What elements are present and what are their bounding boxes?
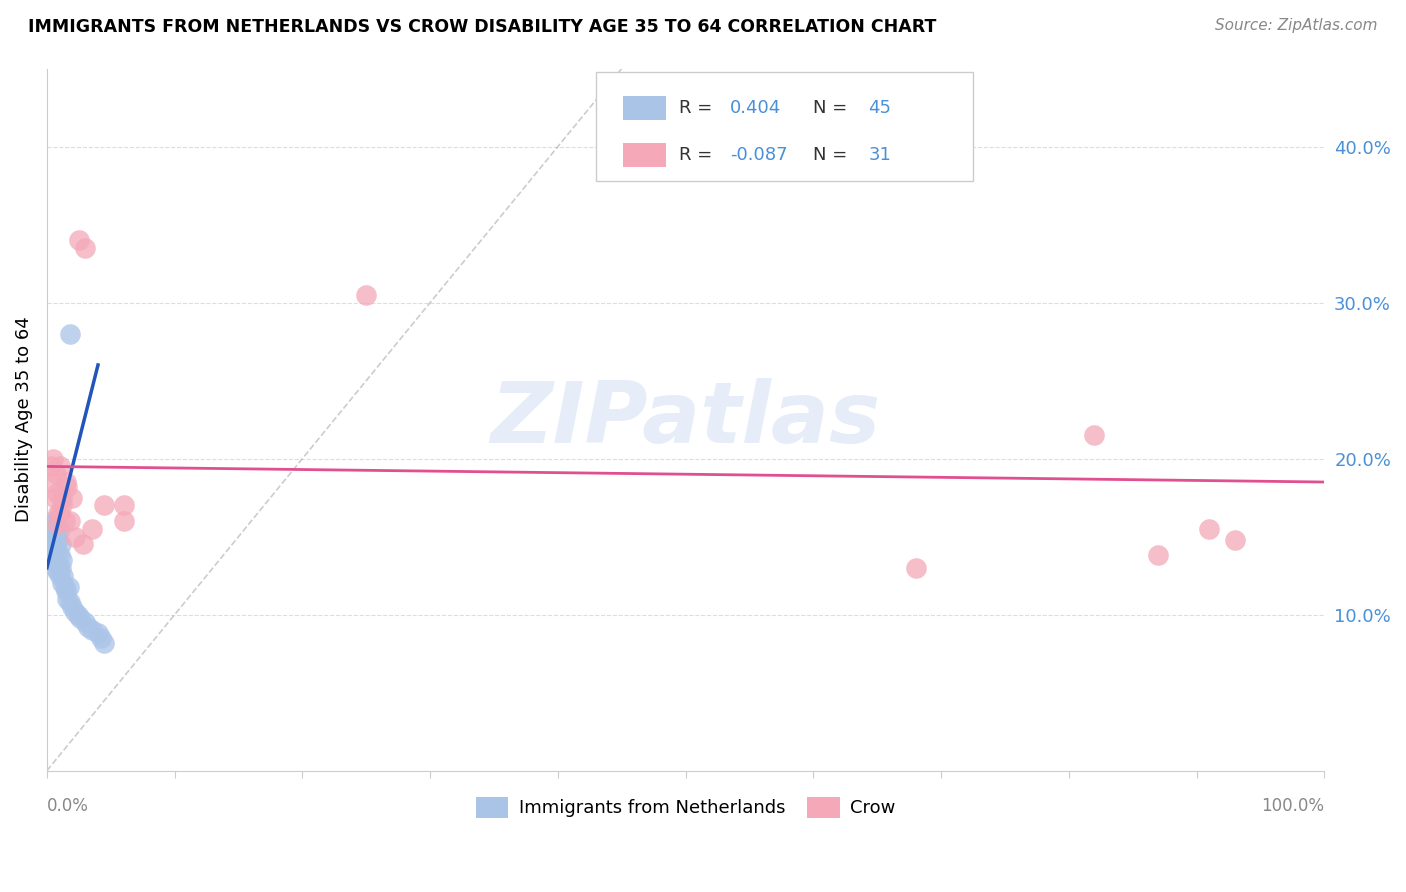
Point	[39, 541, 62, 555]
Point	[46, 522, 69, 536]
Text: R =: R =	[679, 99, 718, 117]
Point	[48, 568, 70, 582]
Point	[46, 517, 69, 532]
Point	[72, 537, 94, 551]
Point	[58, 580, 80, 594]
Point	[46, 564, 69, 578]
Point	[45, 467, 67, 482]
FancyBboxPatch shape	[623, 143, 666, 167]
Point	[42, 542, 65, 557]
Point	[48, 533, 70, 547]
Legend: Immigrants from Netherlands, Crow: Immigrants from Netherlands, Crow	[468, 789, 903, 825]
Point	[52, 568, 75, 582]
Text: 100.0%: 100.0%	[1261, 797, 1324, 815]
Text: -0.087: -0.087	[730, 146, 787, 164]
Text: N =: N =	[814, 99, 853, 117]
Point	[1223, 533, 1246, 547]
Point	[69, 611, 91, 625]
FancyBboxPatch shape	[596, 72, 973, 181]
Point	[44, 491, 66, 505]
Point	[62, 599, 84, 614]
Point	[39, 517, 62, 532]
Point	[56, 480, 79, 494]
Point	[1147, 549, 1170, 563]
Point	[38, 526, 60, 541]
Point	[112, 499, 135, 513]
FancyBboxPatch shape	[623, 96, 666, 120]
Point	[46, 545, 69, 559]
Point	[67, 233, 90, 247]
Point	[41, 545, 63, 559]
Text: 31: 31	[869, 146, 891, 164]
Point	[76, 620, 98, 634]
Point	[51, 491, 73, 505]
Point	[37, 522, 59, 536]
Point	[41, 475, 63, 489]
Text: 45: 45	[869, 99, 891, 117]
Point	[55, 584, 77, 599]
Point	[59, 514, 82, 528]
Point	[87, 626, 110, 640]
Point	[42, 451, 65, 466]
Point	[48, 558, 70, 572]
Point	[44, 530, 66, 544]
Text: ZIPatlas: ZIPatlas	[491, 378, 880, 461]
Point	[46, 486, 69, 500]
Point	[55, 475, 77, 489]
Point	[48, 506, 70, 520]
Point	[112, 514, 135, 528]
Point	[49, 561, 72, 575]
Point	[39, 530, 62, 544]
Point	[41, 537, 63, 551]
Point	[93, 499, 115, 513]
Point	[63, 530, 86, 544]
Point	[42, 514, 65, 528]
Point	[56, 592, 79, 607]
Point	[93, 636, 115, 650]
Point	[48, 549, 70, 563]
Point	[66, 607, 89, 622]
Point	[80, 624, 103, 638]
Point	[62, 491, 84, 505]
Point	[51, 499, 73, 513]
Point	[1198, 522, 1220, 536]
Text: IMMIGRANTS FROM NETHERLANDS VS CROW DISABILITY AGE 35 TO 64 CORRELATION CHART: IMMIGRANTS FROM NETHERLANDS VS CROW DISA…	[28, 18, 936, 36]
Point	[63, 605, 86, 619]
Point	[75, 615, 97, 630]
Point	[53, 514, 76, 528]
Point	[80, 522, 103, 536]
Point	[38, 533, 60, 547]
Point	[53, 580, 76, 594]
Point	[45, 522, 67, 536]
Point	[90, 631, 112, 645]
Y-axis label: Disability Age 35 to 64: Disability Age 35 to 64	[15, 317, 32, 523]
Text: N =: N =	[814, 146, 853, 164]
Point	[39, 459, 62, 474]
Point	[42, 549, 65, 563]
Point	[59, 326, 82, 341]
Point	[48, 459, 70, 474]
Point	[51, 553, 73, 567]
Point	[51, 576, 73, 591]
Text: R =: R =	[679, 146, 718, 164]
Point	[48, 506, 70, 520]
Point	[49, 537, 72, 551]
Text: 0.404: 0.404	[730, 99, 782, 117]
Text: 0.0%: 0.0%	[46, 797, 89, 815]
Point	[45, 537, 67, 551]
Point	[904, 561, 927, 575]
Point	[1083, 428, 1105, 442]
Point	[48, 522, 70, 536]
Text: Source: ZipAtlas.com: Source: ZipAtlas.com	[1215, 18, 1378, 33]
Point	[356, 287, 378, 301]
Point	[59, 595, 82, 609]
Point	[45, 561, 67, 575]
Point	[75, 241, 97, 255]
Point	[44, 553, 66, 567]
